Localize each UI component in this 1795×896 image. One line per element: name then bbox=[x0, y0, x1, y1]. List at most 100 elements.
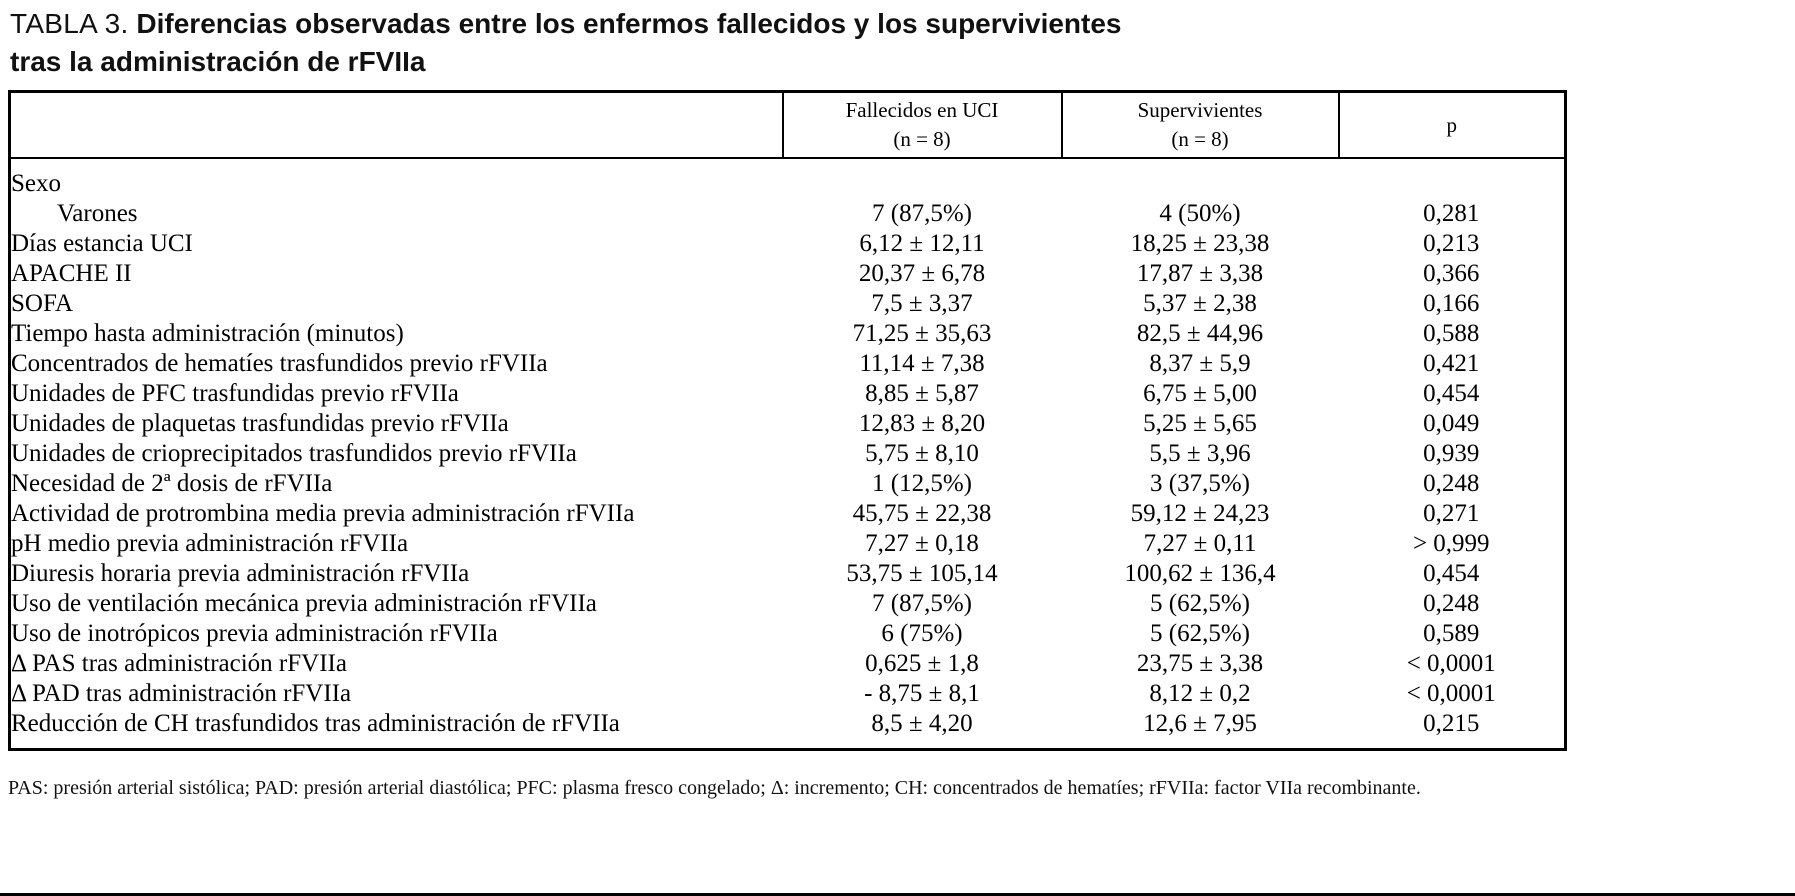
deceased-value: 0,625 ± 1,8 bbox=[865, 649, 979, 677]
survivors-value: 6,75 ± 5,00 bbox=[1143, 379, 1257, 407]
row-label: Unidades de PFC trasfundidas previo rFVI… bbox=[11, 379, 459, 407]
table-row: Días estancia UCI 6,12 ± 12,11 18,25 ± 23,… bbox=[10, 229, 1566, 259]
p-value: 0,248 bbox=[1423, 589, 1480, 617]
p-value: < 0,0001 bbox=[1406, 679, 1496, 707]
table-row: APACHE II 20,37 ± 6,78 17,87 ± 3,38 0,366 bbox=[10, 259, 1566, 289]
survivors-value: 3 (37,5%) bbox=[1150, 469, 1250, 497]
p-value: 0,589 bbox=[1423, 619, 1480, 647]
row-label: Diuresis horaria previa administración r… bbox=[11, 559, 470, 587]
deceased-value: 5,75 ± 8,10 bbox=[865, 439, 979, 467]
table-row: Actividad de protrombina media previa ad… bbox=[10, 499, 1566, 529]
results-table: Fallecidos en UCI (n = 8) Supervivientes… bbox=[8, 90, 1567, 751]
survivors-value: 100,62 ± 136,4 bbox=[1124, 559, 1276, 587]
table-row: Sexo bbox=[10, 158, 1566, 199]
header-variable bbox=[9, 91, 783, 159]
row-label: Actividad de protrombina media previa ad… bbox=[11, 499, 635, 527]
row-label: Reducción de CH trasfundidos tras admini… bbox=[11, 709, 620, 737]
table-row: SOFA 7,5 ± 3,37 5,37 ± 2,38 0,166 bbox=[10, 289, 1566, 319]
deceased-value: 6 (75%) bbox=[881, 619, 963, 647]
row-label: APACHE II bbox=[11, 259, 132, 287]
footnote: PAS: presión arterial sistólica; PAD: pr… bbox=[8, 776, 1421, 799]
survivors-value: 5,5 ± 3,96 bbox=[1149, 439, 1251, 467]
page-divider-rule bbox=[0, 893, 1795, 896]
p-value: 0,454 bbox=[1423, 379, 1480, 407]
survivors-value: 8,12 ± 0,2 bbox=[1149, 679, 1251, 707]
header-row: Fallecidos en UCI (n = 8) Supervivientes… bbox=[9, 91, 1566, 159]
p-value: 0,366 bbox=[1423, 259, 1480, 287]
deceased-value: 6,12 ± 12,11 bbox=[859, 229, 985, 257]
table-title: TABLA 3. Diferencias observadas entre lo… bbox=[8, 5, 1795, 81]
row-label: SOFA bbox=[11, 289, 74, 317]
survivors-value: 5,37 ± 2,38 bbox=[1143, 289, 1257, 317]
p-value: 0,248 bbox=[1423, 469, 1480, 497]
p-value: 0,454 bbox=[1423, 559, 1480, 587]
table-number: TABLA 3. bbox=[10, 8, 129, 39]
p-value: < 0,0001 bbox=[1406, 649, 1496, 677]
table-row: Necesidad de 2ª dosis de rFVIIa 1 (12,5%)… bbox=[10, 469, 1566, 499]
row-label: Varones bbox=[57, 199, 138, 227]
survivors-value: 82,5 ± 44,96 bbox=[1136, 319, 1264, 347]
table-header: Fallecidos en UCI (n = 8) Supervivientes… bbox=[9, 91, 1566, 159]
row-label: Uso de inotrópicos previa administración… bbox=[11, 619, 498, 647]
table-body: Sexo Varones 7 (87,5%) 4 (50%) 0,281 Días est… bbox=[10, 158, 1566, 750]
survivors-value: 23,75 ± 3,38 bbox=[1136, 649, 1264, 677]
survivors-value: 17,87 ± 3,38 bbox=[1136, 259, 1264, 287]
table-row: Varones 7 (87,5%) 4 (50%) 0,281 bbox=[10, 199, 1566, 229]
deceased-value: 7,5 ± 3,37 bbox=[871, 289, 973, 317]
deceased-value: 8,85 ± 5,87 bbox=[865, 379, 979, 407]
p-value: 0,166 bbox=[1423, 289, 1480, 317]
p-value: 0,421 bbox=[1423, 349, 1480, 377]
table-row: Unidades de plaquetas trasfundidas previ… bbox=[10, 409, 1566, 439]
p-value: 0,281 bbox=[1423, 199, 1480, 227]
row-label: Días estancia UCI bbox=[11, 229, 193, 257]
table-row: Diuresis horaria previa administración r… bbox=[10, 559, 1566, 589]
p-value: 0,588 bbox=[1423, 319, 1480, 347]
deceased-value: 1 (12,5%) bbox=[872, 469, 972, 497]
survivors-value bbox=[1062, 158, 1339, 199]
p-value: 0,215 bbox=[1423, 709, 1480, 737]
p-value: 0,049 bbox=[1423, 409, 1480, 437]
deceased-value: 71,25 ± 35,63 bbox=[852, 319, 992, 347]
survivors-value: 59,12 ± 24,23 bbox=[1130, 499, 1270, 527]
row-label: Δ PAD tras administración rFVIIa bbox=[11, 679, 352, 707]
table-row: Tiempo hasta administración (minutos) 71,… bbox=[10, 319, 1566, 349]
deceased-value: 45,75 ± 22,38 bbox=[852, 499, 992, 527]
table-row: Δ PAD tras administración rFVIIa - 8,75 ±… bbox=[10, 679, 1566, 709]
survivors-value: 18,25 ± 23,38 bbox=[1130, 229, 1270, 257]
p-value: 0,213 bbox=[1423, 229, 1480, 257]
deceased-value: 8,5 ± 4,20 bbox=[871, 709, 973, 737]
table-row: Δ PAS tras administración rFVIIa 0,625 ± … bbox=[10, 649, 1566, 679]
survivors-value: 5,25 ± 5,65 bbox=[1143, 409, 1257, 437]
row-label: Concentrados de hematíes trasfundidos pr… bbox=[11, 349, 548, 377]
table-row: Reducción de CH trasfundidos tras admini… bbox=[10, 709, 1566, 750]
header-p-value: p bbox=[1337, 91, 1566, 159]
survivors-value: 4 (50%) bbox=[1159, 199, 1241, 227]
row-label: Unidades de crioprecipitados trasfundido… bbox=[11, 439, 577, 467]
row-label: Necesidad de 2ª dosis de rFVIIa bbox=[11, 469, 333, 497]
p-value bbox=[1339, 158, 1566, 199]
row-label: Sexo bbox=[11, 169, 61, 197]
header-deceased: Fallecidos en UCI (n = 8) bbox=[781, 91, 1062, 159]
deceased-value: 20,37 ± 6,78 bbox=[858, 259, 986, 287]
header-survivors: Supervivientes (n = 8) bbox=[1060, 91, 1339, 159]
deceased-value: - 8,75 ± 8,1 bbox=[864, 679, 980, 707]
table-caption: Diferencias observadas entre los enfermo… bbox=[10, 8, 1122, 77]
table-row: pH medio previa administración rFVIIa 7,2… bbox=[10, 529, 1566, 559]
table-row: Unidades de crioprecipitados trasfundido… bbox=[10, 439, 1566, 469]
survivors-value: 12,6 ± 7,95 bbox=[1143, 709, 1257, 737]
row-label: pH medio previa administración rFVIIa bbox=[11, 529, 409, 557]
deceased-value: 7 (87,5%) bbox=[872, 199, 972, 227]
deceased-value bbox=[783, 158, 1062, 199]
table-row: Concentrados de hematíes trasfundidos pr… bbox=[10, 349, 1566, 379]
deceased-value: 7 (87,5%) bbox=[872, 589, 972, 617]
table-row: Uso de inotrópicos previa administración… bbox=[10, 619, 1566, 649]
survivors-value: 8,37 ± 5,9 bbox=[1149, 349, 1251, 377]
survivors-value: 5 (62,5%) bbox=[1150, 619, 1250, 647]
p-value: > 0,999 bbox=[1412, 529, 1490, 557]
row-label: Δ PAS tras administración rFVIIa bbox=[11, 649, 347, 677]
deceased-value: 11,14 ± 7,38 bbox=[859, 349, 985, 377]
deceased-value: 53,75 ± 105,14 bbox=[846, 559, 998, 587]
table-row: Uso de ventilación mecánica previa admin… bbox=[10, 589, 1566, 619]
deceased-value: 12,83 ± 8,20 bbox=[858, 409, 986, 437]
